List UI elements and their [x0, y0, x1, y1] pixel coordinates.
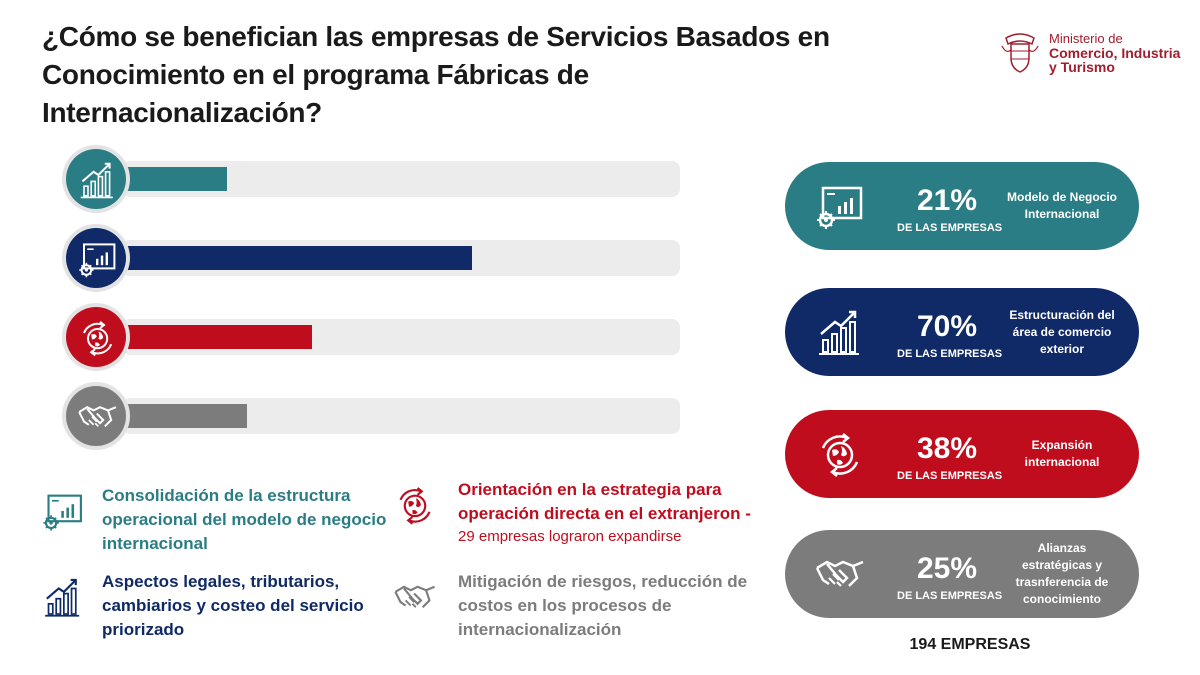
legend-label: Aspectos legales, tributarios, cambiario…: [102, 572, 364, 639]
stat-subtitle: DE LAS EMPRESAS: [897, 470, 1003, 482]
legend-label: Orientación en la estrategia para operac…: [458, 480, 751, 523]
legend-label: Mitigación de riesgos, reducción de cost…: [458, 572, 748, 639]
bar-chart: [62, 145, 680, 450]
globe-arrows-icon: [392, 482, 438, 528]
total-companies: 194 EMPRESAS: [909, 636, 1031, 653]
page-title: ¿Cómo se benefician las empresas de Serv…: [42, 21, 830, 128]
dashboard-gear-icon: [79, 243, 116, 278]
bar-3: [122, 325, 312, 349]
legend-text: Mitigación de riesgos, reducción de cost…: [458, 570, 758, 642]
globe-arrows-icon: [813, 428, 867, 480]
globe-arrows-icon: [83, 321, 113, 357]
coat-of-arms-icon: [1001, 33, 1039, 73]
legend-text: Orientación en la estrategia para operac…: [458, 478, 758, 548]
stat-percent: 38%: [916, 432, 978, 465]
stat-card: 25% DE LAS EMPRESAS Alianzas estratégicas …: [785, 530, 1139, 618]
bar-4: [122, 404, 247, 428]
bar-icon-circle: [66, 386, 126, 446]
bar-icon-circle: [66, 149, 126, 209]
stat-card: 38% DE LAS EMPRESAS Expansión internaciona…: [785, 410, 1139, 498]
ministry-logo: Ministerio de Comercio, Industria y Turi…: [1000, 30, 1190, 76]
handshake-icon: [813, 548, 867, 600]
stat-subtitle: DE LAS EMPRESAS: [897, 348, 1003, 360]
stat-percent: 21%: [916, 184, 978, 217]
stat-label: Alianzas estratégicas y trasnferencia de…: [1015, 541, 1109, 606]
stat-card: 70% DE LAS EMPRESAS Estructuración del áre…: [785, 288, 1139, 376]
dashboard-gear-icon: [813, 180, 867, 232]
stat-label: Estructuración del área de comercio exte…: [1009, 307, 1115, 356]
legend-text: Aspectos legales, tributarios, cambiario…: [102, 570, 402, 642]
ministry-name: Ministerio de Comercio, Industria y Turi…: [1049, 31, 1181, 75]
growth-chart-icon: [40, 574, 86, 620]
legend-text: Consolidación de la estructura operacion…: [102, 484, 402, 556]
stat-subtitle: DE LAS EMPRESAS: [897, 222, 1003, 234]
stat-label: Modelo de Negocio Internacional: [1007, 190, 1118, 221]
stat-label: Expansión internacional: [1024, 438, 1100, 469]
growth-chart-icon: [80, 162, 113, 199]
handshake-icon: [392, 574, 438, 620]
growth-chart-icon: [813, 306, 867, 358]
handshake-icon: [78, 406, 117, 428]
legend-label: Consolidación de la estructura operacion…: [102, 486, 387, 553]
bar-track: [122, 398, 680, 434]
stat-subtitle: DE LAS EMPRESAS: [897, 590, 1003, 602]
bar-track: [122, 161, 680, 197]
bar-2: [122, 246, 472, 270]
stat-percent: 25%: [916, 552, 978, 585]
bar-icon-circle: [66, 228, 126, 288]
dashboard-gear-icon: [40, 488, 86, 534]
stat-card: 21% DE LAS EMPRESAS Modelo de Negocio Inte…: [785, 162, 1139, 250]
legend-note: 29 empresas lograron expandirse: [458, 528, 682, 545]
bar-1: [122, 167, 227, 191]
stat-percent: 70%: [916, 310, 978, 343]
